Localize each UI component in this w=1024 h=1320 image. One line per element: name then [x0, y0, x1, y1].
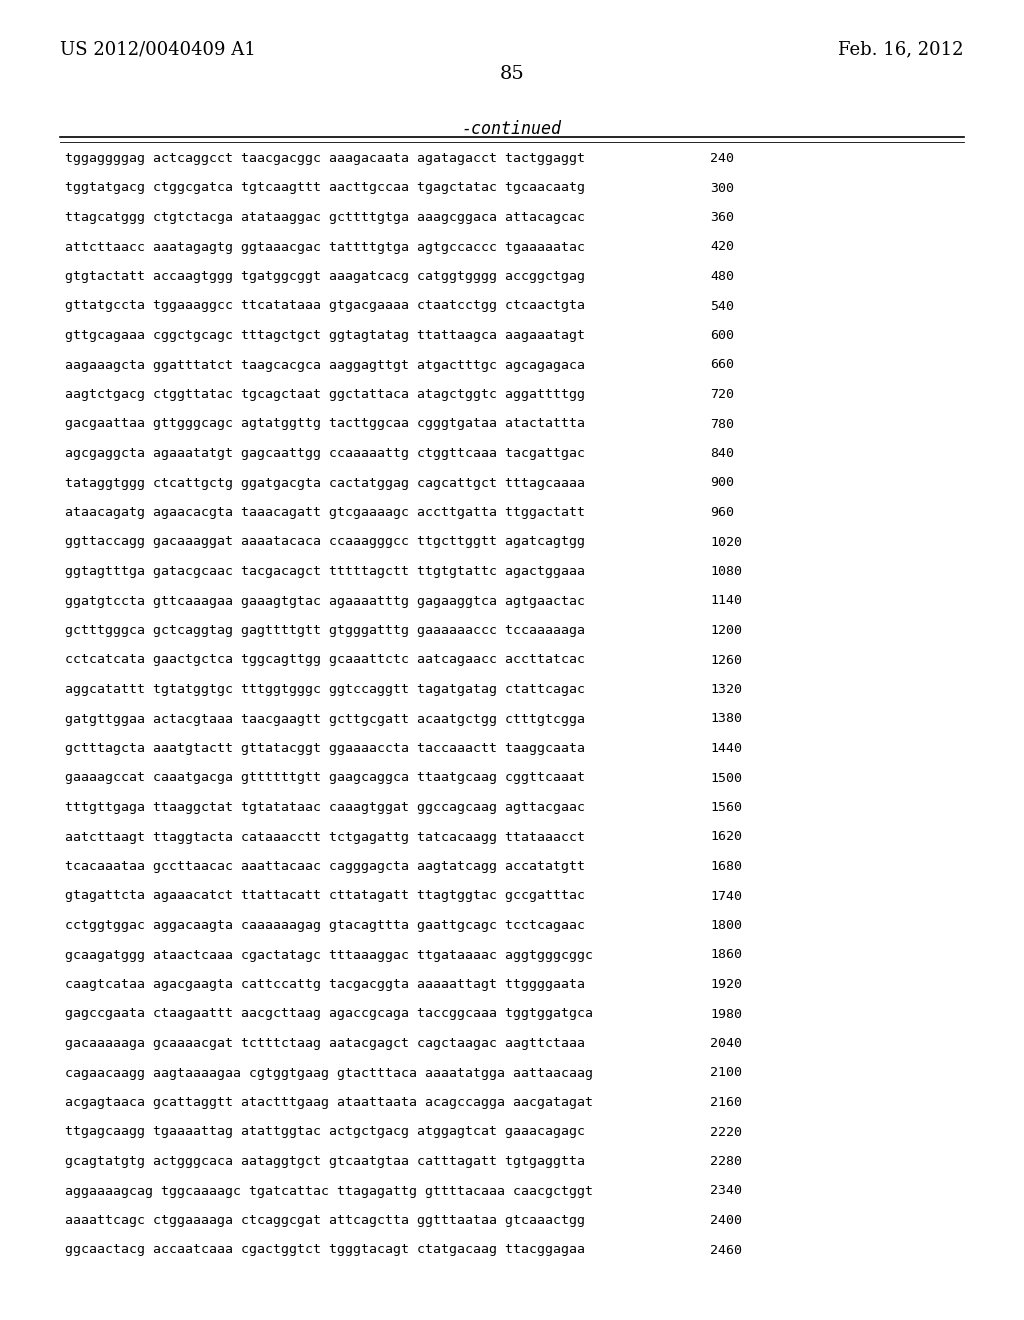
Text: tggaggggag actcaggcct taacgacggc aaagacaata agatagacct tactggaggt: tggaggggag actcaggcct taacgacggc aaagaca… [65, 152, 585, 165]
Text: cctggtggac aggacaagta caaaaaagag gtacagttta gaattgcagc tcctcagaac: cctggtggac aggacaagta caaaaaagag gtacagt… [65, 919, 585, 932]
Text: 1500: 1500 [710, 771, 742, 784]
Text: 720: 720 [710, 388, 734, 401]
Text: gaaaagccat caaatgacga gttttttgtt gaagcaggca ttaatgcaag cggttcaaat: gaaaagccat caaatgacga gttttttgtt gaagcag… [65, 771, 585, 784]
Text: 660: 660 [710, 359, 734, 371]
Text: aggaaaagcag tggcaaaagc tgatcattac ttagagattg gttttacaaa caacgctggt: aggaaaagcag tggcaaaagc tgatcattac ttagag… [65, 1184, 593, 1197]
Text: 960: 960 [710, 506, 734, 519]
Text: 1440: 1440 [710, 742, 742, 755]
Text: ttagcatggg ctgtctacga atataaggac gcttttgtga aaagcggaca attacagcac: ttagcatggg ctgtctacga atataaggac gcttttg… [65, 211, 585, 224]
Text: 1860: 1860 [710, 949, 742, 961]
Text: gagccgaata ctaagaattt aacgcttaag agaccgcaga taccggcaaa tggtggatgca: gagccgaata ctaagaattt aacgcttaag agaccgc… [65, 1007, 593, 1020]
Text: ggatgtccta gttcaaagaa gaaagtgtac agaaaatttg gagaaggtca agtgaactac: ggatgtccta gttcaaagaa gaaagtgtac agaaaat… [65, 594, 585, 607]
Text: aagtctgacg ctggttatac tgcagctaat ggctattaca atagctggtc aggattttgg: aagtctgacg ctggttatac tgcagctaat ggctatt… [65, 388, 585, 401]
Text: attcttaacc aaatagagtg ggtaaacgac tattttgtga agtgccaccc tgaaaaatac: attcttaacc aaatagagtg ggtaaacgac tattttg… [65, 240, 585, 253]
Text: tttgttgaga ttaaggctat tgtatataac caaagtggat ggccagcaag agttacgaac: tttgttgaga ttaaggctat tgtatataac caaagtg… [65, 801, 585, 814]
Text: 1320: 1320 [710, 682, 742, 696]
Text: 360: 360 [710, 211, 734, 224]
Text: gtagattcta agaaacatct ttattacatt cttatagatt ttagtggtac gccgatttac: gtagattcta agaaacatct ttattacatt cttatag… [65, 890, 585, 903]
Text: Feb. 16, 2012: Feb. 16, 2012 [839, 40, 964, 58]
Text: agcgaggcta agaaatatgt gagcaattgg ccaaaaattg ctggttcaaa tacgattgac: agcgaggcta agaaatatgt gagcaattgg ccaaaaa… [65, 447, 585, 459]
Text: cctcatcata gaactgctca tggcagttgg gcaaattctc aatcagaacc accttatcac: cctcatcata gaactgctca tggcagttgg gcaaatt… [65, 653, 585, 667]
Text: 900: 900 [710, 477, 734, 490]
Text: ggcaactacg accaatcaaa cgactggtct tgggtacagt ctatgacaag ttacggagaa: ggcaactacg accaatcaaa cgactggtct tgggtac… [65, 1243, 585, 1257]
Text: 2160: 2160 [710, 1096, 742, 1109]
Text: aagaaagcta ggatttatct taagcacgca aaggagttgt atgactttgc agcagagaca: aagaaagcta ggatttatct taagcacgca aaggagt… [65, 359, 585, 371]
Text: gcagtatgtg actgggcaca aataggtgct gtcaatgtaa catttagatt tgtgaggtta: gcagtatgtg actgggcaca aataggtgct gtcaatg… [65, 1155, 585, 1168]
Text: 1260: 1260 [710, 653, 742, 667]
Text: 2280: 2280 [710, 1155, 742, 1168]
Text: 420: 420 [710, 240, 734, 253]
Text: 1620: 1620 [710, 830, 742, 843]
Text: US 2012/0040409 A1: US 2012/0040409 A1 [60, 40, 256, 58]
Text: 1140: 1140 [710, 594, 742, 607]
Text: 2460: 2460 [710, 1243, 742, 1257]
Text: 85: 85 [500, 65, 524, 83]
Text: 480: 480 [710, 271, 734, 282]
Text: tggtatgacg ctggcgatca tgtcaagttt aacttgccaa tgagctatac tgcaacaatg: tggtatgacg ctggcgatca tgtcaagttt aacttgc… [65, 181, 585, 194]
Text: ataacagatg agaacacgta taaacagatt gtcgaaaagc accttgatta ttggactatt: ataacagatg agaacacgta taaacagatt gtcgaaa… [65, 506, 585, 519]
Text: 2400: 2400 [710, 1214, 742, 1228]
Text: aggcatattt tgtatggtgc tttggtgggc ggtccaggtt tagatgatag ctattcagac: aggcatattt tgtatggtgc tttggtgggc ggtccag… [65, 682, 585, 696]
Text: gcaagatggg ataactcaaa cgactatagc tttaaaggac ttgataaaac aggtgggcggc: gcaagatggg ataactcaaa cgactatagc tttaaag… [65, 949, 593, 961]
Text: gatgttggaa actacgtaaa taacgaagtt gcttgcgatt acaatgctgg ctttgtcgga: gatgttggaa actacgtaaa taacgaagtt gcttgcg… [65, 713, 585, 726]
Text: 600: 600 [710, 329, 734, 342]
Text: 300: 300 [710, 181, 734, 194]
Text: gttgcagaaa cggctgcagc tttagctgct ggtagtatag ttattaagca aagaaatagt: gttgcagaaa cggctgcagc tttagctgct ggtagta… [65, 329, 585, 342]
Text: 840: 840 [710, 447, 734, 459]
Text: tataggtggg ctcattgctg ggatgacgta cactatggag cagcattgct tttagcaaaa: tataggtggg ctcattgctg ggatgacgta cactatg… [65, 477, 585, 490]
Text: gctttgggca gctcaggtag gagttttgtt gtgggatttg gaaaaaaccc tccaaaaaga: gctttgggca gctcaggtag gagttttgtt gtgggat… [65, 624, 585, 638]
Text: 540: 540 [710, 300, 734, 313]
Text: 1080: 1080 [710, 565, 742, 578]
Text: 1680: 1680 [710, 861, 742, 873]
Text: caagtcataa agacgaagta cattccattg tacgacggta aaaaattagt ttggggaata: caagtcataa agacgaagta cattccattg tacgacg… [65, 978, 585, 991]
Text: 1560: 1560 [710, 801, 742, 814]
Text: aaaattcagc ctggaaaaga ctcaggcgat attcagctta ggtttaataa gtcaaactgg: aaaattcagc ctggaaaaga ctcaggcgat attcagc… [65, 1214, 585, 1228]
Text: -continued: -continued [462, 120, 562, 139]
Text: 2100: 2100 [710, 1067, 742, 1080]
Text: 2340: 2340 [710, 1184, 742, 1197]
Text: 1800: 1800 [710, 919, 742, 932]
Text: 2040: 2040 [710, 1038, 742, 1049]
Text: gtgtactatt accaagtggg tgatggcggt aaagatcacg catggtgggg accggctgag: gtgtactatt accaagtggg tgatggcggt aaagatc… [65, 271, 585, 282]
Text: 2220: 2220 [710, 1126, 742, 1138]
Text: aatcttaagt ttaggtacta cataaacctt tctgagattg tatcacaagg ttataaacct: aatcttaagt ttaggtacta cataaacctt tctgaga… [65, 830, 585, 843]
Text: ttgagcaagg tgaaaattag atattggtac actgctgacg atggagtcat gaaacagagc: ttgagcaagg tgaaaattag atattggtac actgctg… [65, 1126, 585, 1138]
Text: 1200: 1200 [710, 624, 742, 638]
Text: gacgaattaa gttgggcagc agtatggttg tacttggcaa cgggtgataa atactattta: gacgaattaa gttgggcagc agtatggttg tacttgg… [65, 417, 585, 430]
Text: gacaaaaaga gcaaaacgat tctttctaag aatacgagct cagctaagac aagttctaaa: gacaaaaaga gcaaaacgat tctttctaag aatacga… [65, 1038, 585, 1049]
Text: 1380: 1380 [710, 713, 742, 726]
Text: ggtagtttga gatacgcaac tacgacagct tttttagctt ttgtgtattc agactggaaa: ggtagtttga gatacgcaac tacgacagct tttttag… [65, 565, 585, 578]
Text: gttatgccta tggaaaggcc ttcatataaa gtgacgaaaa ctaatcctgg ctcaactgta: gttatgccta tggaaaggcc ttcatataaa gtgacga… [65, 300, 585, 313]
Text: 780: 780 [710, 417, 734, 430]
Text: tcacaaataa gccttaacac aaattacaac cagggagcta aagtatcagg accatatgtt: tcacaaataa gccttaacac aaattacaac cagggag… [65, 861, 585, 873]
Text: cagaacaagg aagtaaaagaa cgtggtgaag gtactttaca aaaatatgga aattaacaag: cagaacaagg aagtaaaagaa cgtggtgaag gtactt… [65, 1067, 593, 1080]
Text: 1920: 1920 [710, 978, 742, 991]
Text: ggttaccagg gacaaaggat aaaatacaca ccaaagggcc ttgcttggtt agatcagtgg: ggttaccagg gacaaaggat aaaatacaca ccaaagg… [65, 536, 585, 549]
Text: acgagtaaca gcattaggtt atactttgaag ataattaata acagccagga aacgatagat: acgagtaaca gcattaggtt atactttgaag ataatt… [65, 1096, 593, 1109]
Text: 1980: 1980 [710, 1007, 742, 1020]
Text: 1740: 1740 [710, 890, 742, 903]
Text: 240: 240 [710, 152, 734, 165]
Text: 1020: 1020 [710, 536, 742, 549]
Text: gctttagcta aaatgtactt gttatacggt ggaaaaccta taccaaactt taaggcaata: gctttagcta aaatgtactt gttatacggt ggaaaac… [65, 742, 585, 755]
